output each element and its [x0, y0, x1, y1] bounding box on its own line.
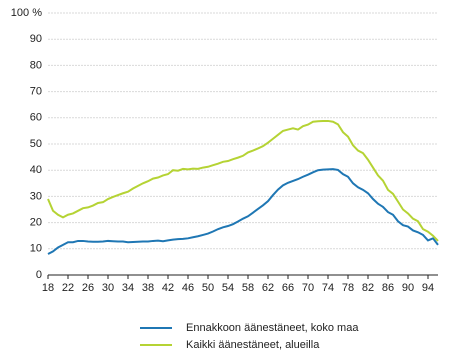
x-tick-label: 22: [62, 282, 74, 294]
y-tick-label: 50: [30, 138, 42, 150]
line: [47, 168, 439, 255]
x-tick-label: 70: [302, 282, 314, 294]
x-tick-label: 54: [222, 282, 234, 294]
y-tick-label: 0: [36, 269, 42, 281]
x-tick-label: 86: [382, 282, 394, 294]
x-tick-label: 74: [322, 282, 334, 294]
y-tick-label: 60: [30, 112, 42, 124]
x-tick-label: 58: [242, 282, 254, 294]
line: [47, 119, 439, 242]
y-tick-label: 10: [30, 243, 42, 255]
x-tick-label: 30: [102, 282, 114, 294]
x-tick-label: 78: [342, 282, 354, 294]
x-tick-label: 66: [282, 282, 294, 294]
legend-label: Ennakkoon äänestäneet, koko maa: [186, 322, 359, 334]
x-tick-label: 18: [42, 282, 54, 294]
y-tick-label: 30: [30, 190, 42, 202]
y-tick-label: 80: [30, 59, 42, 71]
x-tick-label: 90: [402, 282, 414, 294]
x-tick-label: 38: [142, 282, 154, 294]
x-tick-label: 82: [362, 282, 374, 294]
x-tick-label: 50: [202, 282, 214, 294]
y-tick-label: 20: [30, 217, 42, 229]
x-tick-label: 62: [262, 282, 274, 294]
x-tick-label: 34: [122, 282, 134, 294]
y-tick-label: 90: [30, 33, 42, 45]
x-tick-label: 26: [82, 282, 94, 294]
x-tick-label: 42: [162, 282, 174, 294]
y-tick-label: 40: [30, 164, 42, 176]
y-tick-label: 100 %: [11, 7, 42, 19]
x-tick-label: 46: [182, 282, 194, 294]
y-tick-label: 70: [30, 86, 42, 98]
x-tick-label: 94: [422, 282, 434, 294]
legend-label: Kaikki äänestäneet, alueilla: [186, 339, 320, 351]
